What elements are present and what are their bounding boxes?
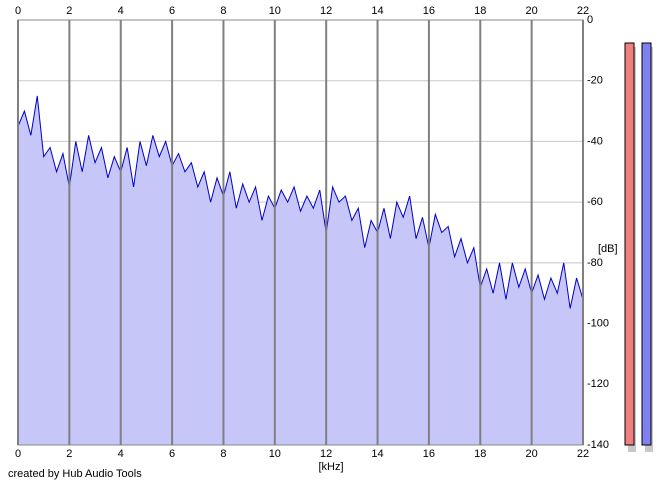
x-tick-label: 6 xyxy=(169,448,175,460)
x-tick-label: 16 xyxy=(423,448,435,460)
x-axis-label: [kHz] xyxy=(318,461,343,473)
spectrum-line xyxy=(17,95,584,309)
x-tick-label: 10 xyxy=(269,448,281,460)
x-tick-label: 8 xyxy=(220,5,226,17)
x-tick-label: 12 xyxy=(320,448,332,460)
x-tick-label: 12 xyxy=(320,5,332,17)
y-axis-label: [dB] xyxy=(598,243,618,255)
x-tick-label: 22 xyxy=(577,5,589,17)
y-tick-label: -40 xyxy=(587,135,603,147)
x-tick-label: 0 xyxy=(15,5,21,17)
x-tick-label: 6 xyxy=(169,5,175,17)
y-tick-label: -20 xyxy=(587,75,603,87)
y-tick-label: -140 xyxy=(587,439,609,451)
y-tick-label: -60 xyxy=(587,196,603,208)
y-tick-label: 0 xyxy=(587,14,593,26)
x-tick-label: 20 xyxy=(526,5,538,17)
y-tick-label: -80 xyxy=(587,257,603,269)
x-tick-label: 18 xyxy=(474,5,486,17)
x-tick-label: 8 xyxy=(220,448,226,460)
y-tick-label: -100 xyxy=(587,317,609,329)
x-tick-label: 22 xyxy=(577,448,589,460)
footer: created by Hub Audio Tools xyxy=(8,468,142,480)
x-tick-label: 2 xyxy=(66,448,72,460)
spectrum-area xyxy=(18,95,583,446)
right-meter xyxy=(641,42,652,446)
x-tick-label: 4 xyxy=(118,5,124,17)
left-meter xyxy=(624,42,635,446)
x-tick-label: 16 xyxy=(423,5,435,17)
x-tick-label: 10 xyxy=(269,5,281,17)
x-tick-label: 14 xyxy=(371,448,383,460)
x-tick-label: 4 xyxy=(118,448,124,460)
x-tick-label: 18 xyxy=(474,448,486,460)
x-tick-label: 14 xyxy=(371,5,383,17)
x-tick-label: 2 xyxy=(66,5,72,17)
x-tick-label: 20 xyxy=(526,448,538,460)
x-tick-label: 0 xyxy=(15,448,21,460)
y-tick-label: -120 xyxy=(587,378,609,390)
